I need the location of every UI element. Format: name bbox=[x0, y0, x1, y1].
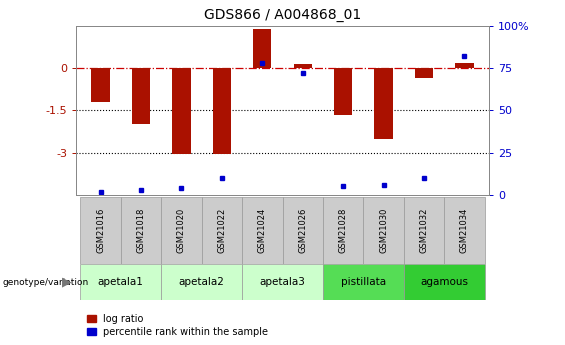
Text: GSM21026: GSM21026 bbox=[298, 208, 307, 253]
Bar bbox=[132, 68, 150, 125]
Bar bbox=[253, 29, 271, 68]
Text: GSM21034: GSM21034 bbox=[460, 208, 469, 253]
Bar bbox=[334, 68, 352, 115]
Text: GSM21028: GSM21028 bbox=[338, 208, 347, 253]
Text: apetala3: apetala3 bbox=[259, 277, 306, 287]
Bar bbox=[242, 197, 282, 264]
Bar bbox=[92, 68, 110, 102]
Bar bbox=[121, 197, 161, 264]
Text: pistillata: pistillata bbox=[341, 277, 386, 287]
Bar bbox=[172, 68, 190, 154]
Bar bbox=[80, 197, 121, 264]
Bar bbox=[375, 68, 393, 139]
Bar bbox=[404, 197, 444, 264]
Bar bbox=[404, 264, 485, 300]
Bar bbox=[213, 68, 231, 154]
Bar bbox=[282, 197, 323, 264]
Text: GSM21020: GSM21020 bbox=[177, 208, 186, 253]
Text: genotype/variation: genotype/variation bbox=[3, 277, 89, 287]
Text: GSM21016: GSM21016 bbox=[96, 208, 105, 253]
Bar bbox=[323, 264, 404, 300]
Text: agamous: agamous bbox=[420, 277, 468, 287]
Text: apetala2: apetala2 bbox=[179, 277, 224, 287]
Bar bbox=[161, 197, 202, 264]
Text: GSM21022: GSM21022 bbox=[218, 208, 227, 253]
Bar bbox=[455, 62, 473, 68]
Text: apetala1: apetala1 bbox=[98, 277, 144, 287]
Bar bbox=[323, 197, 363, 264]
Bar bbox=[415, 68, 433, 78]
Text: GSM21032: GSM21032 bbox=[420, 208, 428, 253]
Bar bbox=[242, 264, 323, 300]
Text: GSM21030: GSM21030 bbox=[379, 208, 388, 253]
Text: GSM21018: GSM21018 bbox=[137, 208, 145, 253]
Bar bbox=[363, 197, 404, 264]
Bar bbox=[161, 264, 242, 300]
Title: GDS866 / A004868_01: GDS866 / A004868_01 bbox=[204, 8, 361, 22]
Bar bbox=[202, 197, 242, 264]
Legend: log ratio, percentile rank within the sample: log ratio, percentile rank within the sa… bbox=[87, 314, 268, 337]
Bar bbox=[444, 197, 485, 264]
Bar bbox=[294, 64, 312, 68]
Bar bbox=[80, 264, 161, 300]
Text: ▶: ▶ bbox=[62, 276, 72, 288]
Text: GSM21024: GSM21024 bbox=[258, 208, 267, 253]
